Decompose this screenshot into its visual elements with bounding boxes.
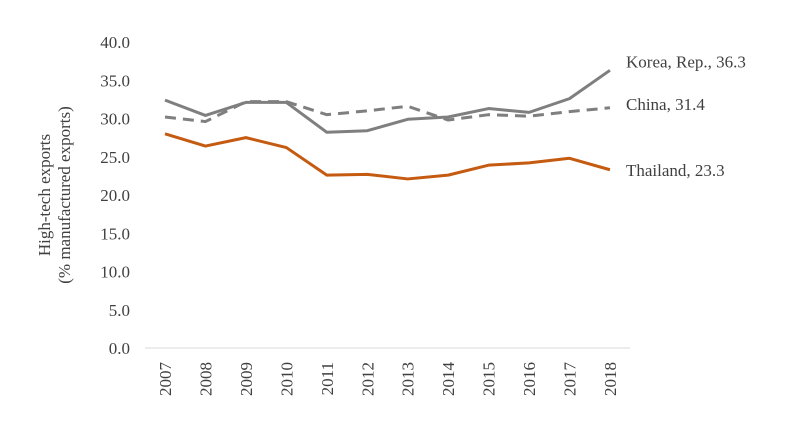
y-tick-label: 15.0 (100, 224, 130, 243)
series-end-label: Korea, Rep., 36.3 (626, 52, 746, 71)
series-end-label: China, 31.4 (626, 95, 705, 114)
x-tick-label: 2007 (156, 362, 175, 397)
y-tick-label: 20.0 (100, 186, 130, 205)
x-tick-label: 2011 (318, 362, 337, 395)
x-tick-label: 2015 (480, 362, 499, 396)
x-tick-label: 2018 (601, 362, 620, 396)
x-tick-label: 2013 (399, 362, 418, 396)
series-line-china (164, 100, 611, 124)
y-tick-label: 35.0 (100, 71, 130, 90)
x-tick-label: 2010 (277, 362, 296, 396)
y-axis-label: (% manufactured exports) (55, 106, 74, 283)
x-tick-label: 2009 (237, 362, 256, 396)
y-axis-label: High-tech exports (35, 134, 54, 256)
x-tick-label: 2008 (196, 362, 215, 396)
y-tick-label: 0.0 (109, 339, 130, 358)
y-tick-label: 10.0 (100, 263, 130, 282)
series-line-thailand (164, 132, 611, 181)
series-line-korea-rep- (164, 69, 611, 134)
y-tick-label: 40.0 (100, 33, 130, 52)
x-tick-label: 2012 (358, 362, 377, 396)
y-tick-label: 30.0 (100, 110, 130, 129)
x-tick-label: 2017 (561, 362, 580, 397)
series-end-label: Thailand, 23.3 (626, 161, 725, 180)
y-tick-label: 5.0 (109, 301, 130, 320)
x-tick-label: 2014 (439, 362, 458, 397)
x-tick-label: 2016 (520, 362, 539, 396)
y-tick-label: 25.0 (100, 148, 130, 167)
